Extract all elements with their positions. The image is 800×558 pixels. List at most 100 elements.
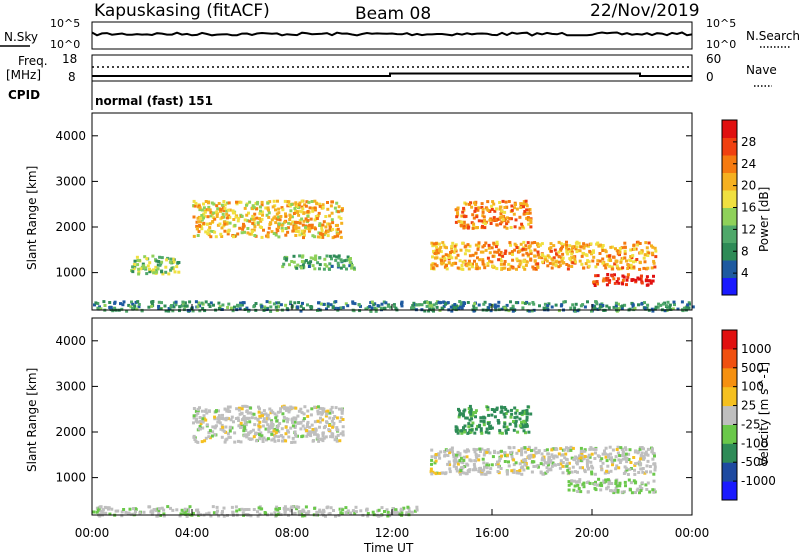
echo-cell — [650, 307, 654, 311]
echo-cell — [319, 232, 322, 236]
echo-cell — [573, 306, 577, 310]
echo-cell — [497, 465, 501, 469]
echo-cell — [249, 430, 253, 434]
echo-cell — [214, 235, 218, 239]
echo-cell — [217, 307, 221, 310]
echo-cell — [317, 211, 321, 215]
echo-cell — [498, 253, 502, 257]
echo-cell — [463, 465, 467, 468]
echo-cell — [333, 206, 337, 210]
echo-cell — [241, 404, 245, 408]
echo-cell — [318, 202, 322, 206]
echo-cell — [493, 250, 497, 254]
echo-cell — [349, 257, 352, 260]
echo-cell — [515, 246, 519, 249]
echo-cell — [570, 479, 574, 483]
echo-cell — [538, 243, 542, 247]
echo-cell — [460, 220, 464, 224]
echo-cell — [260, 210, 264, 214]
echo-cell — [345, 267, 348, 271]
echo-cell — [170, 266, 174, 270]
echo-cell — [201, 306, 205, 310]
echo-cell — [599, 488, 603, 492]
echo-cell — [546, 452, 550, 456]
echo-cell — [508, 217, 512, 220]
echo-cell — [610, 482, 614, 485]
echo-cell — [267, 211, 271, 215]
echo-cell — [148, 261, 152, 265]
echo-cell — [322, 436, 326, 440]
echo-cell — [614, 482, 618, 485]
echo-cell — [224, 425, 228, 429]
echo-cell — [474, 427, 478, 431]
echo-cell — [310, 430, 314, 434]
colorbar-tick-label: 4 — [741, 266, 749, 280]
echo-cell — [171, 257, 175, 261]
echo-cell — [507, 200, 511, 203]
echo-cell — [214, 410, 218, 414]
echo-cell — [336, 306, 340, 310]
echo-cell — [615, 484, 619, 488]
echo-cell — [483, 451, 487, 455]
echo-cell — [607, 280, 611, 284]
echo-cell — [384, 301, 388, 305]
echo-cell — [608, 264, 612, 268]
echo-cell — [238, 307, 242, 311]
echo-cell — [254, 416, 258, 420]
echo-cell — [527, 222, 531, 226]
echo-cell — [144, 266, 147, 270]
echo-cell — [172, 301, 176, 305]
x-axis-ticks: 00:00 04:00 08:00 12:00 16:00 20:00 00:00 — [75, 304, 709, 540]
echo-cell — [518, 259, 522, 263]
echo-cell — [209, 210, 213, 214]
echo-cell — [612, 255, 616, 259]
echo-cell — [598, 483, 601, 487]
power-colorbar-label: Power [dB] — [757, 187, 771, 252]
echo-cell — [597, 477, 601, 481]
echo-cell — [332, 509, 335, 512]
echo-cell — [633, 306, 637, 310]
echo-cell — [536, 451, 540, 455]
echo-cell — [209, 214, 213, 218]
echo-cell — [633, 450, 637, 454]
echo-cell — [554, 263, 558, 267]
echo-cell — [469, 201, 472, 205]
echo-cell — [137, 272, 141, 276]
echo-cell — [513, 225, 517, 229]
freq-tick-right-high: 60 — [706, 52, 721, 66]
echo-cell — [539, 470, 543, 474]
echo-cell — [281, 229, 285, 233]
echo-cell — [522, 468, 526, 472]
echo-cell — [462, 455, 466, 459]
echo-cell — [293, 511, 297, 515]
echo-cell — [195, 220, 199, 224]
echo-cell — [585, 253, 589, 257]
echo-cell — [491, 200, 495, 204]
echo-cell — [251, 215, 255, 219]
echo-cell — [332, 417, 335, 420]
echo-cell — [196, 305, 200, 309]
echo-cell — [522, 425, 526, 429]
echo-cell — [372, 303, 376, 307]
echo-cell — [255, 202, 259, 206]
echo-cell — [523, 420, 527, 424]
echo-cell — [408, 510, 411, 514]
echo-cell — [290, 505, 294, 509]
echo-cell — [325, 307, 328, 311]
echo-cell — [644, 241, 648, 245]
echo-cell — [137, 270, 141, 274]
echo-cell — [653, 468, 657, 472]
echo-cell — [470, 265, 474, 269]
echo-cell — [298, 510, 302, 513]
echo-cell — [593, 486, 597, 490]
echo-cell — [457, 409, 461, 413]
echo-cell — [222, 514, 226, 518]
echo-cell — [278, 410, 282, 414]
echo-cell — [193, 204, 197, 208]
echo-cell — [205, 423, 209, 427]
echo-cell — [446, 454, 450, 457]
echo-cell — [130, 300, 133, 304]
echo-cell — [512, 212, 516, 216]
echo-cell — [263, 305, 267, 309]
echo-cell — [221, 413, 224, 417]
